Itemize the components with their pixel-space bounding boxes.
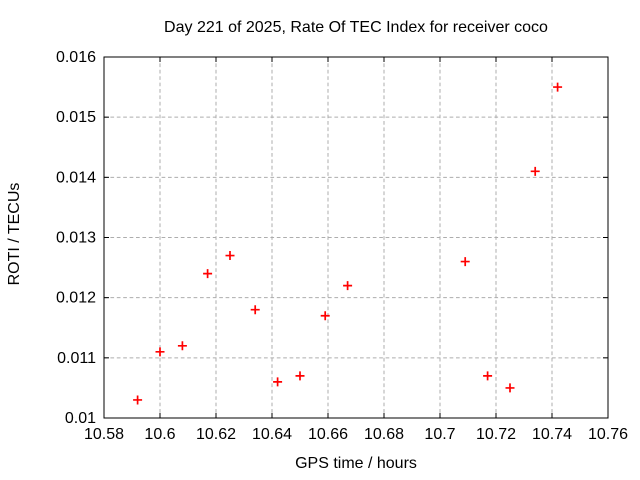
data-point xyxy=(273,377,283,387)
chart-title: Day 221 of 2025, Rate Of TEC Index for r… xyxy=(164,19,548,36)
data-point xyxy=(177,341,187,351)
data-point xyxy=(530,166,540,176)
y-tick-label: 0.014 xyxy=(56,169,96,186)
x-tick-label: 10.7 xyxy=(424,426,455,443)
data-point xyxy=(483,371,493,381)
data-point xyxy=(250,305,260,315)
data-point xyxy=(505,383,515,393)
data-point xyxy=(133,395,143,405)
x-axis-title: GPS time / hours xyxy=(295,455,417,472)
data-point xyxy=(320,311,330,321)
y-tick-label: 0.013 xyxy=(56,230,96,247)
x-tick-label: 10.58 xyxy=(84,426,124,443)
x-tick-label: 10.66 xyxy=(308,426,348,443)
data-point xyxy=(155,347,165,357)
x-tick-label: 10.62 xyxy=(196,426,236,443)
x-tick-label: 10.6 xyxy=(144,426,175,443)
data-point xyxy=(460,257,470,267)
x-tick-label: 10.72 xyxy=(476,426,516,443)
y-tick-label: 0.016 xyxy=(56,49,96,66)
y-tick-label: 0.012 xyxy=(56,290,96,307)
data-point xyxy=(553,82,563,92)
y-tick-label: 0.015 xyxy=(56,109,96,126)
data-point xyxy=(295,371,305,381)
data-point xyxy=(343,281,353,291)
x-tick-label: 10.68 xyxy=(364,426,404,443)
data-point xyxy=(203,269,213,279)
y-tick-label: 0.011 xyxy=(57,350,96,367)
data-point xyxy=(225,251,235,261)
y-tick-label: 0.01 xyxy=(65,410,96,427)
x-tick-label: 10.76 xyxy=(588,426,628,443)
x-tick-label: 10.74 xyxy=(532,426,572,443)
x-tick-label: 10.64 xyxy=(252,426,292,443)
